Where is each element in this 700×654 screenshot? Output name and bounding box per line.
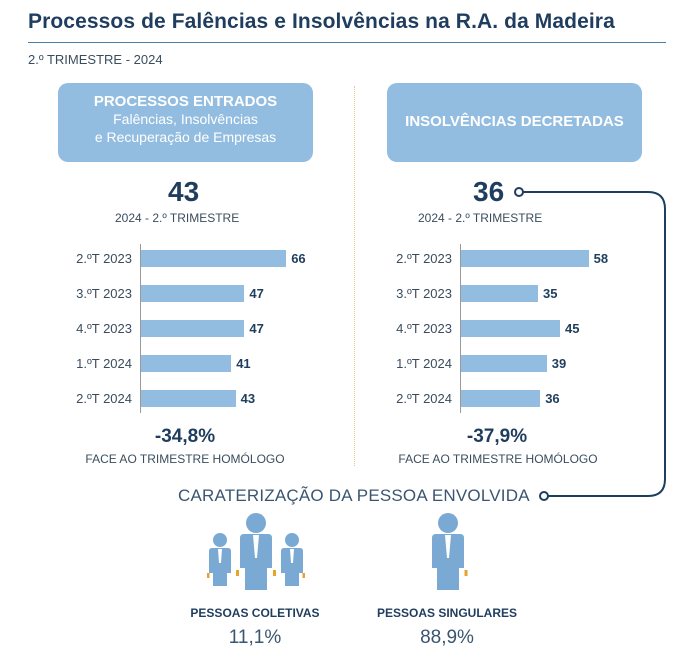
left-bar-value: 47	[249, 321, 264, 336]
left-big-label: 2024 - 2.º TRIMESTRE	[115, 211, 240, 225]
panel-divider	[354, 86, 355, 466]
right-category-label: 1.ºT 2024	[396, 356, 452, 371]
single-person-icon	[432, 513, 468, 590]
insolvencias-decretadas-title: INSOLVÊNCIAS DECRETADAS	[405, 113, 624, 130]
collective-persons-label: PESSOAS COLETIVAS	[190, 606, 320, 620]
right-bar	[461, 390, 541, 407]
left-category-label: 2.ºT 2023	[76, 251, 132, 266]
left-bar-value: 66	[291, 251, 306, 266]
left-bar	[141, 355, 232, 372]
page-title: Processos de Falências e Insolvências na…	[28, 10, 615, 33]
left-change-label: FACE AO TRIMESTRE HOMÓLOGO	[85, 452, 285, 466]
page-subtitle: 2.º TRIMESTRE - 2024	[28, 52, 163, 67]
right-bar	[461, 250, 589, 267]
processos-entrados-subtitle-line1: Falências, Insolvências	[113, 111, 258, 127]
left-bar	[141, 285, 245, 302]
right-big-label: 2024 - 2.º TRIMESTRE	[418, 211, 543, 225]
right-category-label: 3.ºT 2023	[396, 286, 452, 301]
right-bar-axis	[460, 244, 461, 413]
right-bar-value: 45	[565, 321, 580, 336]
right-bar	[461, 320, 560, 337]
right-bar-value: 36	[545, 391, 560, 406]
right-category-label: 4.ºT 2023	[396, 321, 452, 336]
characterization-title: CARATERIZAÇÃO DA PESSOA ENVOLVIDA	[178, 486, 530, 505]
title-underline	[28, 42, 666, 43]
right-bar-value: 39	[551, 356, 567, 371]
left-bar-value: 47	[249, 286, 264, 301]
group-of-people-icon	[207, 513, 305, 590]
left-category-label: 4.ºT 2023	[76, 321, 132, 336]
left-bar	[141, 250, 287, 267]
right-category-label: 2.ºT 2024	[396, 391, 452, 406]
right-change-percent: -37,9%	[466, 426, 528, 447]
right-change-label: FACE AO TRIMESTRE HOMÓLOGO	[398, 452, 598, 466]
processos-entrados-header: PROCESSOS ENTRADOS Falências, Insolvênci…	[58, 83, 313, 162]
left-category-label: 1.ºT 2024	[76, 356, 132, 371]
right-bar-value: 35	[543, 286, 558, 301]
right-big-number: 36	[473, 176, 505, 207]
left-bar-value: 41	[236, 356, 251, 371]
left-bar-axis	[140, 244, 141, 413]
processos-entrados-subtitle-line2: e Recuperação de Empresas	[94, 129, 277, 145]
left-bar-value: 43	[240, 391, 256, 406]
left-category-label: 3.ºT 2023	[76, 286, 132, 301]
left-category-label: 2.ºT 2024	[76, 391, 132, 406]
processos-entrados-title: PROCESSOS ENTRADOS	[93, 93, 278, 110]
left-big-number: 43	[168, 176, 200, 207]
right-bar	[461, 355, 547, 372]
singular-persons-label: PESSOAS SINGULARES	[376, 606, 518, 620]
left-bar	[141, 390, 236, 407]
left-bar	[141, 320, 245, 337]
connector-start-dot	[514, 187, 524, 197]
left-change-percent: -34,8%	[154, 426, 216, 447]
connector-end-dot	[539, 491, 549, 501]
right-bar-value: 58	[593, 251, 609, 266]
singular-persons-percent: 88,9%	[420, 627, 474, 648]
insolvencias-decretadas-header: INSOLVÊNCIAS DECRETADAS	[387, 83, 642, 162]
right-category-label: 2.ºT 2023	[396, 251, 452, 266]
right-bar	[461, 285, 538, 302]
collective-persons-percent: 11,1%	[228, 627, 282, 648]
